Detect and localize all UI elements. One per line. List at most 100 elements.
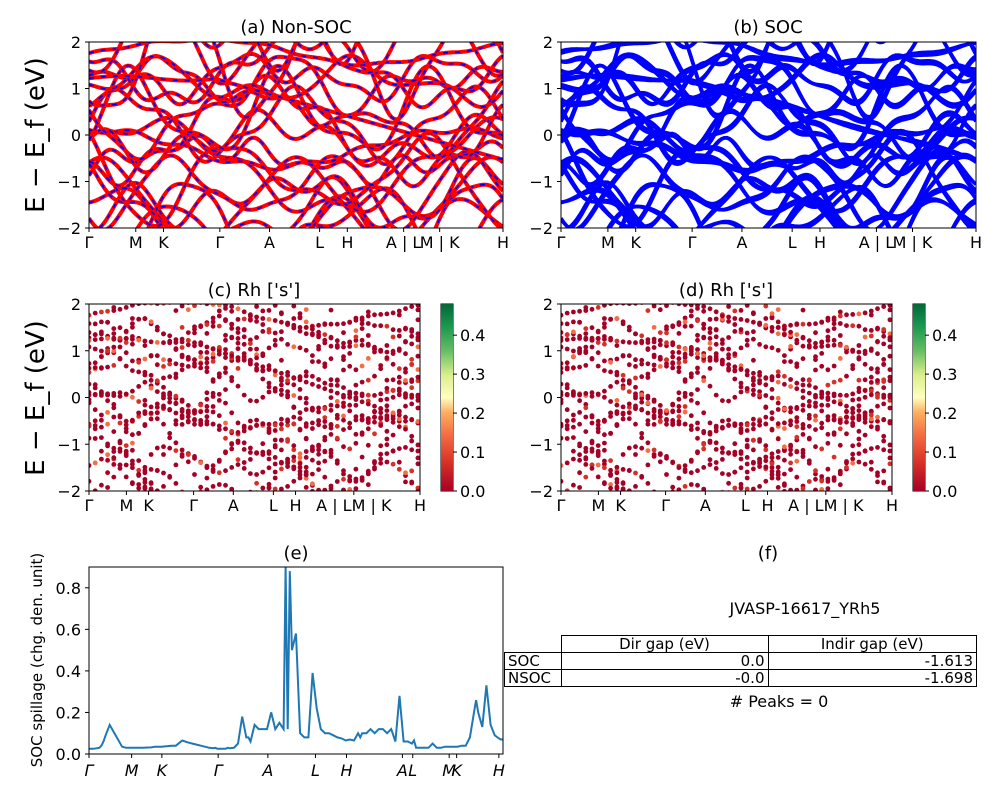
- colorbar-tick-label: 0.0: [460, 482, 485, 501]
- projection-dot: [565, 510, 570, 515]
- projection-dot: [732, 421, 738, 427]
- projection-dot: [185, 338, 191, 343]
- projection-dot: [862, 361, 868, 367]
- projection-dot: [862, 410, 868, 416]
- projection-dot: [384, 343, 390, 348]
- projection-dot: [583, 348, 589, 354]
- projection-dot: [688, 323, 694, 329]
- projection-dot: [142, 316, 148, 322]
- projection-dot: [92, 392, 98, 398]
- projection-dot: [310, 426, 315, 431]
- projection-dot: [360, 270, 365, 275]
- projection-dot: [111, 391, 117, 396]
- projection-dot: [862, 310, 868, 316]
- colorbar-d: [913, 304, 925, 491]
- projection-dot: [409, 401, 415, 407]
- projection-dot: [136, 359, 142, 365]
- projection-dot: [242, 498, 247, 503]
- projection-dot: [788, 329, 793, 335]
- projection-dot: [775, 400, 781, 406]
- projection-dot: [713, 392, 719, 398]
- projection-dot: [726, 314, 731, 320]
- projection-dot: [403, 479, 408, 485]
- projection-dot: [701, 429, 707, 434]
- table-row: SOC 0.0 -1.613: [504, 652, 977, 670]
- projection-dot: [266, 308, 272, 313]
- projection-dot: [409, 304, 415, 309]
- band-line-blue-dash: [89, 108, 503, 174]
- projection-dot: [254, 314, 259, 320]
- projection-dot: [775, 472, 781, 477]
- projection-dot: [155, 257, 160, 262]
- projection-dot: [707, 366, 713, 371]
- projection-dot: [813, 367, 818, 373]
- x-tick-label: L: [408, 761, 417, 780]
- projection-dot: [825, 417, 831, 423]
- projection-dot: [608, 369, 613, 375]
- projection-dot: [260, 441, 266, 447]
- projection-dot: [117, 413, 123, 418]
- projection-dot: [372, 415, 377, 420]
- projection-dot: [788, 418, 793, 424]
- projection-dot: [720, 457, 725, 462]
- projection-dot: [316, 487, 321, 491]
- projection-dot: [179, 354, 185, 360]
- projection-dot: [608, 485, 613, 491]
- projection-dot: [844, 349, 849, 355]
- projection-dot: [794, 332, 800, 337]
- projection-dot: [651, 415, 657, 421]
- projection-dot: [744, 475, 750, 481]
- projection-dot: [819, 351, 825, 356]
- projection-dot: [800, 307, 806, 313]
- projection-dot: [341, 471, 346, 477]
- projection-dot: [658, 298, 663, 303]
- projection-dot: [561, 338, 564, 343]
- projection-dot: [143, 277, 148, 282]
- projection-dot: [664, 417, 669, 423]
- projection-dot: [378, 415, 384, 420]
- projection-dot: [676, 304, 682, 307]
- projection-dot: [322, 364, 328, 369]
- projection-dot: [279, 319, 284, 325]
- projection-dot: [657, 459, 663, 465]
- projection-dot: [831, 478, 837, 483]
- projection-dot: [720, 425, 725, 431]
- projection-dot: [682, 484, 688, 489]
- projection-dot: [856, 417, 862, 423]
- projection-dot: [577, 348, 582, 354]
- projection-dot: [856, 355, 862, 361]
- projection-dot: [856, 442, 862, 448]
- projection-dot: [403, 470, 408, 476]
- projection-dot: [868, 412, 874, 418]
- projection-dot: [285, 422, 290, 428]
- projection-dot: [89, 421, 92, 427]
- table-cell-dir: -0.0: [560, 669, 769, 687]
- projection-dot: [248, 418, 253, 424]
- projection-dot: [744, 304, 750, 308]
- projection-dot: [825, 382, 831, 388]
- projection-dot: [633, 484, 638, 489]
- projection-dot: [266, 426, 272, 431]
- projection-dot: [720, 337, 725, 343]
- projection-dot: [751, 459, 756, 465]
- projection-dot: [744, 386, 750, 391]
- projection-dot: [316, 359, 321, 364]
- projection-dot: [769, 465, 775, 470]
- projection-dot: [813, 417, 818, 423]
- projection-dot: [217, 553, 222, 558]
- projection-dot: [837, 356, 843, 361]
- projection-dot: [341, 354, 346, 360]
- projection-dot: [223, 355, 228, 360]
- projection-dot: [868, 374, 874, 380]
- projection-dot: [248, 259, 253, 264]
- projection-dot: [123, 429, 129, 435]
- projection-dot: [229, 410, 235, 416]
- projection-dot: [334, 390, 340, 396]
- projection-dot: [359, 326, 365, 331]
- projection-dot: [241, 428, 247, 434]
- projection-dot: [831, 363, 837, 369]
- projection-dot: [310, 353, 315, 358]
- projection-dot: [875, 286, 880, 291]
- projection-dot: [248, 501, 253, 506]
- projection-dot: [179, 454, 185, 459]
